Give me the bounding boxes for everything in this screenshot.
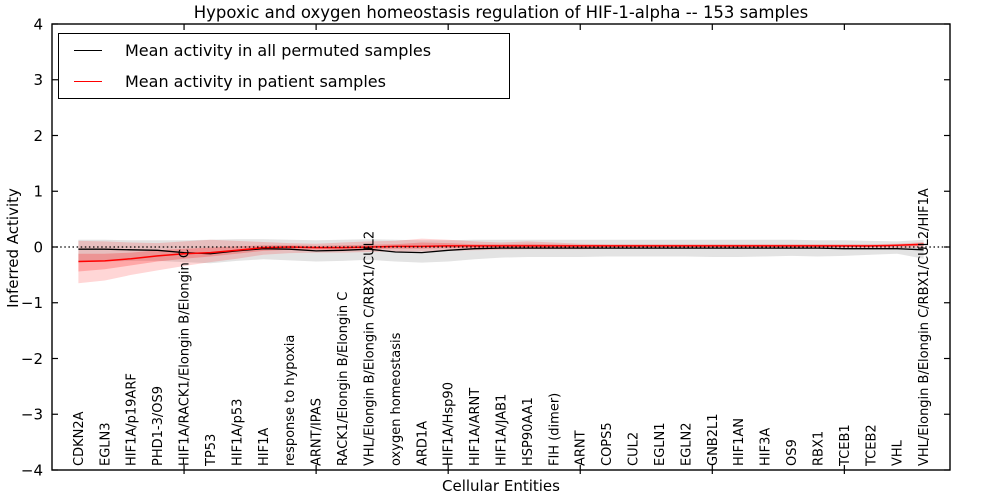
x-tick-label: HIF1A/ARNT — [468, 388, 483, 466]
permuted-line-swatch-icon — [74, 50, 102, 52]
y-tick-label: 3 — [33, 71, 43, 89]
y-tick-label: −4 — [21, 461, 43, 479]
x-tick-label: ARNT/IPAS — [310, 398, 325, 466]
x-tick-label: HIF3A — [759, 428, 774, 466]
x-tick-label: HIF1A/p19ARF — [125, 373, 140, 466]
y-tick-label: 1 — [33, 183, 43, 201]
x-axis-label: Cellular Entities — [442, 477, 560, 495]
x-tick-label: HIF1A/p53 — [230, 399, 245, 466]
patient-line-swatch-icon — [74, 80, 102, 82]
x-tick-label: TCEB2 — [864, 424, 879, 467]
x-tick-label: oxygen homeostasis — [389, 332, 404, 466]
legend-label-permuted: Mean activity in all permuted samples — [125, 41, 432, 61]
x-tick-label: HIF1A/RACK1/Elongin B/Elongin C — [178, 249, 193, 466]
x-tick-label: ARD1A — [415, 421, 430, 466]
x-tick-label: TP53 — [204, 434, 219, 467]
x-tick-label: TCEB1 — [838, 424, 853, 467]
x-tick-label: HIF1AN — [732, 418, 747, 466]
x-tick-label: RBX1 — [811, 431, 826, 466]
y-tick-label: 2 — [33, 127, 43, 145]
y-tick-label: 0 — [33, 238, 43, 256]
x-tick-label: VHL — [891, 439, 906, 466]
x-tick-label: ARNT — [574, 430, 589, 466]
legend: Mean activity in all permuted samples Me… — [58, 33, 510, 99]
x-tick-label: VHL/Elongin B/Elongin C/RBX1/CUL2 — [362, 231, 377, 466]
y-tick-label: −2 — [21, 350, 43, 368]
x-tick-label: HIF1A/Hsp90 — [442, 382, 457, 466]
legend-item-patient: Mean activity in patient samples — [59, 67, 509, 95]
y-axis-label: Inferred Activity — [4, 188, 22, 308]
y-tick-label: −3 — [21, 406, 43, 424]
x-tick-label: RACK1/Elongin B/Elongin C — [336, 292, 351, 466]
x-tick-label: CDKN2A — [72, 411, 87, 466]
permuted-mean-line — [78, 247, 924, 255]
x-tick-label: FIH (dimer) — [547, 393, 562, 466]
x-tick-label: CUL2 — [627, 432, 642, 466]
x-tick-label: EGLN3 — [98, 422, 113, 466]
x-tick-label: PHD1-3/OS9 — [151, 386, 166, 466]
x-tick-label: GNB2L1 — [706, 413, 721, 466]
x-tick-label: OS9 — [785, 439, 800, 466]
x-tick-label: response to hypoxia — [283, 335, 298, 466]
patient-mean-line — [78, 243, 924, 263]
legend-item-permuted: Mean activity in all permuted samples — [59, 37, 509, 65]
x-tick-label: EGLN2 — [679, 422, 694, 466]
x-tick-label: HIF1A — [257, 428, 272, 466]
x-tick-label: COPS5 — [600, 422, 615, 466]
y-tick-label: 4 — [33, 15, 43, 33]
chart-title: Hypoxic and oxygen homeostasis regulatio… — [193, 3, 809, 22]
x-tick-label: VHL/Elongin B/Elongin C/RBX1/CUL2/HIF1A — [917, 188, 932, 466]
legend-label-patient: Mean activity in patient samples — [125, 71, 386, 91]
y-tick-label: −1 — [21, 294, 43, 312]
x-tick-label: EGLN1 — [653, 422, 668, 466]
x-tick-label: HSP90AA1 — [521, 397, 536, 466]
x-tick-label: HIF1A/JAB1 — [495, 394, 510, 466]
